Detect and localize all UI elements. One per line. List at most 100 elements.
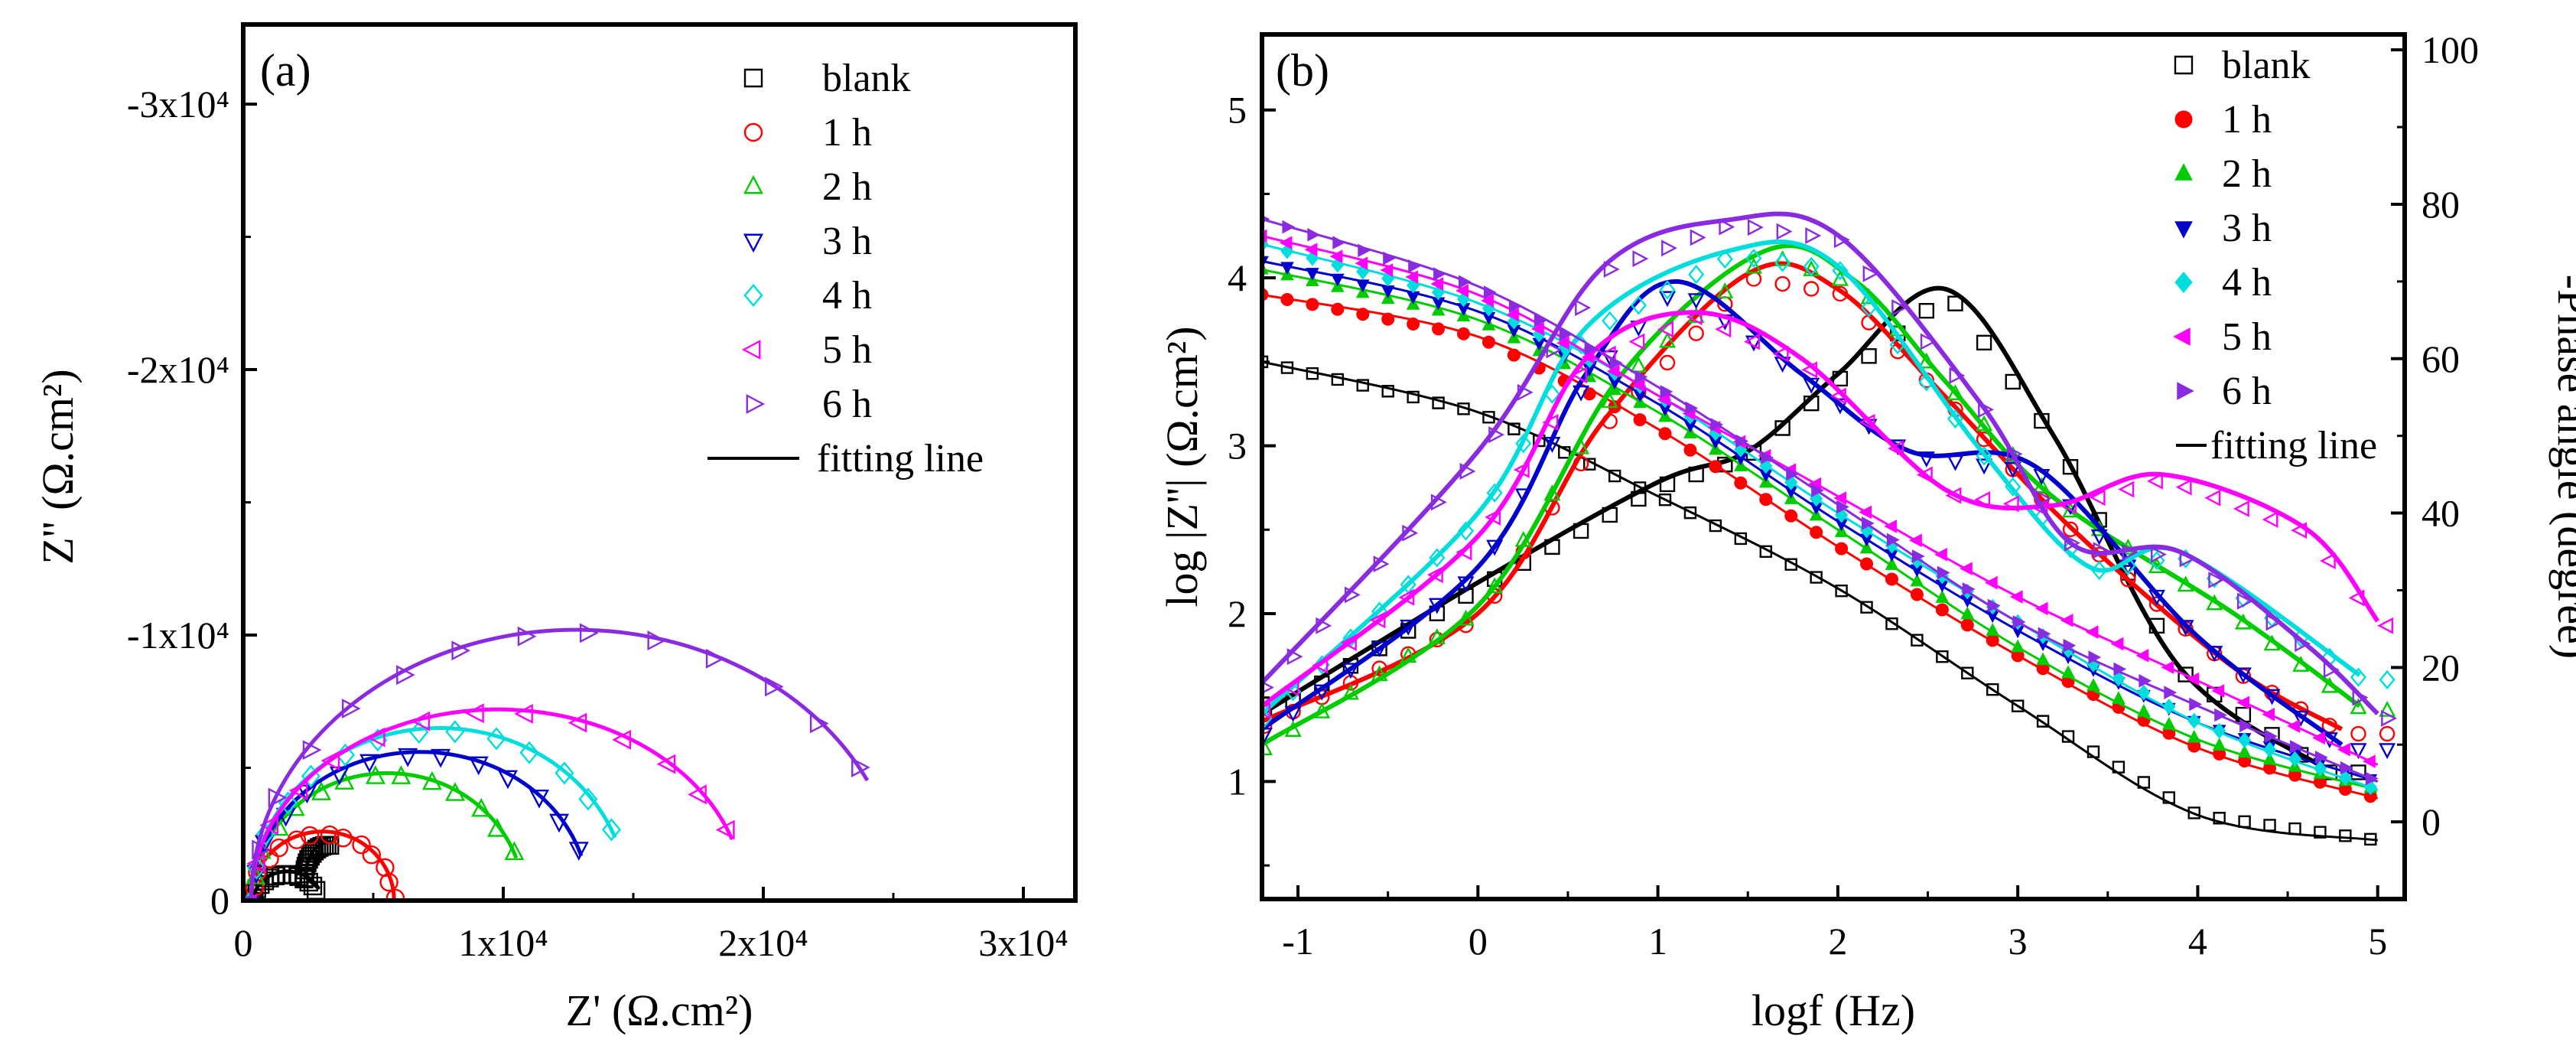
panel-b-phase-point: [1801, 361, 1818, 379]
panel-b-logz-point: [1508, 422, 1521, 435]
panel-b-logz-point: [2162, 699, 2176, 715]
panel-b-phase-point: [1400, 619, 1417, 636]
panel-b-phase-point: [2062, 459, 2079, 475]
panel-b-phase-point: [1371, 660, 1387, 676]
panel-b-legend-label: 4 h: [2222, 261, 2272, 305]
panel-b-logz-point: [1559, 327, 1573, 342]
panel-b-phase-point: [1456, 543, 1472, 561]
panel-b-logz-point: [1433, 267, 1446, 281]
panel-b-logz-point: [2113, 662, 2127, 676]
panel-b-logz-point: [2289, 740, 2303, 754]
panel-b-phase-point: [2064, 534, 2080, 552]
panel-b-phase-point: [1832, 261, 1849, 281]
panel-a-legend-label: 2 h: [822, 165, 872, 209]
panel-b-logz-point: [1735, 434, 1749, 448]
panel-b-logz-point: [1960, 618, 1974, 632]
panel-b-phase-point: [1630, 295, 1647, 315]
panel-a-data-point: [269, 838, 288, 858]
panel-b-phase-point: [2233, 500, 2249, 517]
panel-b-logz-point: [1356, 308, 1370, 321]
panel-b-phase-point: [1745, 257, 1762, 274]
panel-b-logz-point: [1885, 617, 1898, 630]
panel-a-x-tick-label: 3x10⁴: [978, 921, 1068, 964]
panel-a-label: (a): [260, 45, 311, 96]
panel-b-logz-point: [2265, 729, 2278, 743]
panel-b-phase-point: [2060, 497, 2077, 515]
panel-b-logz-point: [1606, 364, 1620, 378]
panel-b-phase-point: [2350, 743, 2367, 760]
panel-b-logz-point: [1709, 460, 1722, 474]
panel-b-logz-point: [1531, 322, 1544, 336]
panel-b-right-tick-label: 80: [2422, 183, 2460, 226]
panel-a-data-point: [487, 818, 507, 837]
panel-a-fit-line: [249, 750, 584, 901]
panel-b-logz-point: [1936, 650, 1949, 663]
panel-a-data-point: [398, 748, 418, 767]
panel-b-phase-point: [1804, 396, 1820, 412]
panel-b-logz-point: [1355, 256, 1368, 270]
panel-b-logz-point: [2187, 806, 2200, 819]
panel-b-logz-point: [1482, 335, 1495, 349]
panel-b-phase-point: [1601, 392, 1618, 409]
panel-b-logz-point: [1631, 378, 1645, 393]
panel-b-logz-point: [2086, 745, 2100, 758]
panel-b-logz-point: [1583, 458, 1596, 471]
panel-a-x-tick-label: 2x10⁴: [718, 921, 808, 964]
panel-b-phase-point: [2234, 667, 2252, 684]
panel-b-phase-point: [1745, 445, 1762, 461]
panel-b-phase-point: [1513, 461, 1530, 478]
panel-b-logz-point: [1759, 493, 1773, 507]
panel-b-phase-point: [2006, 445, 2023, 463]
panel-a-data-point: [320, 836, 340, 855]
panel-a-legend-label: 1 h: [822, 111, 872, 155]
panel-b-phase-point: [2118, 481, 2135, 498]
panel-a-data-point: [465, 703, 484, 724]
panel-b-phase-point: [2204, 489, 2221, 507]
panel-b-phase-point: [1486, 483, 1503, 503]
panel-b-phase-point: [1428, 598, 1446, 614]
panel-b-y-tick-label: 1: [1228, 760, 1247, 803]
panel-b-phase-point: [1917, 451, 1935, 468]
panel-b-logz-point: [1457, 402, 1470, 415]
panel-a-data-point: [851, 757, 870, 777]
panel-b-phase-point: [1918, 302, 1935, 319]
panel-b-ticks: -1 0 1 2 3 4 5 1 2 3 4 5 0 20 40 60 80 100: [1228, 28, 2479, 963]
panel-b-phase-point: [1974, 491, 1991, 508]
panel-b-phase-point: [2381, 709, 2398, 727]
panel-b-phase-point: [1803, 377, 1820, 394]
panel-a-legend-marker: [743, 174, 763, 194]
panel-a-data-point: [568, 842, 589, 861]
panel-b-phase-point: [1602, 507, 1618, 523]
panel-b-phase-point: [2175, 478, 2192, 496]
panel-b-right-tick-label: 60: [2422, 337, 2460, 380]
panel-b-phase-point: [2379, 725, 2395, 742]
panel-b-logz-point: [1734, 532, 1748, 546]
panel-b-logz-point: [2038, 627, 2051, 641]
panel-b-logz-point: [1358, 243, 1371, 258]
panel-b-phase-point: [1488, 426, 1505, 444]
panel-b-phase-point: [1947, 384, 1964, 401]
panel-b-logz-point: [1280, 361, 1294, 374]
panel-b-phase-point: [1688, 265, 1705, 285]
panel-b-logz-point: [2011, 639, 2025, 653]
panel-b-phase-point: [1543, 437, 1561, 453]
panel-a-legend-marker: [741, 340, 761, 360]
panel-b-logz-point: [2009, 590, 2023, 604]
panel-b-phase-point: [1430, 494, 1447, 511]
panel-b-phase-point: [2207, 686, 2223, 703]
panel-b-x-axis-title: logf (Hz): [1751, 985, 1915, 1035]
panel-b-logz-point: [1886, 533, 1900, 547]
panel-a-data-point: [376, 858, 395, 878]
panel-b-logz-point: [1836, 500, 1849, 514]
panel-b-phase-point: [1861, 348, 1877, 364]
panel-b-phase-point: [1373, 555, 1390, 573]
panel-a-data-point: [288, 780, 308, 801]
panel-b-logz-point: [1456, 284, 1469, 298]
panel-b-logz-point: [1935, 590, 1950, 603]
panel-b-logz-point: [1609, 356, 1623, 370]
panel-b-phase-point: [2350, 725, 2366, 742]
panel-b-phase-point: [1459, 463, 1476, 480]
panel-b-logz-point: [1280, 292, 1294, 306]
panel-b-phase-point: [1947, 295, 1963, 311]
panel-b-phase-point: [1486, 539, 1504, 556]
